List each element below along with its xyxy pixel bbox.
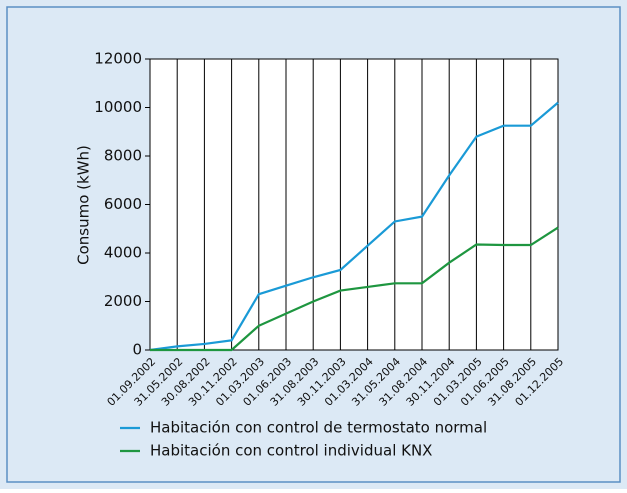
y-tick-label: 8000 (104, 147, 142, 165)
frame (6, 6, 621, 483)
y-tick-label: 4000 (104, 244, 142, 262)
y-tick-label: 10000 (94, 98, 142, 116)
y-axis-title: Consumo (kWh) (75, 145, 93, 265)
y-tick-label: 12000 (94, 50, 142, 68)
series-line (150, 226, 559, 352)
plot-area (149, 58, 559, 351)
y-tick-label: 6000 (104, 195, 142, 213)
y-tick-label: 2000 (104, 292, 142, 310)
legend-label: Habitación con control individual KNX (150, 442, 432, 460)
y-tick-label: 0 (132, 341, 142, 359)
legend-label: Habitación con control de termostato nor… (150, 419, 487, 437)
series-line (149, 101, 559, 352)
